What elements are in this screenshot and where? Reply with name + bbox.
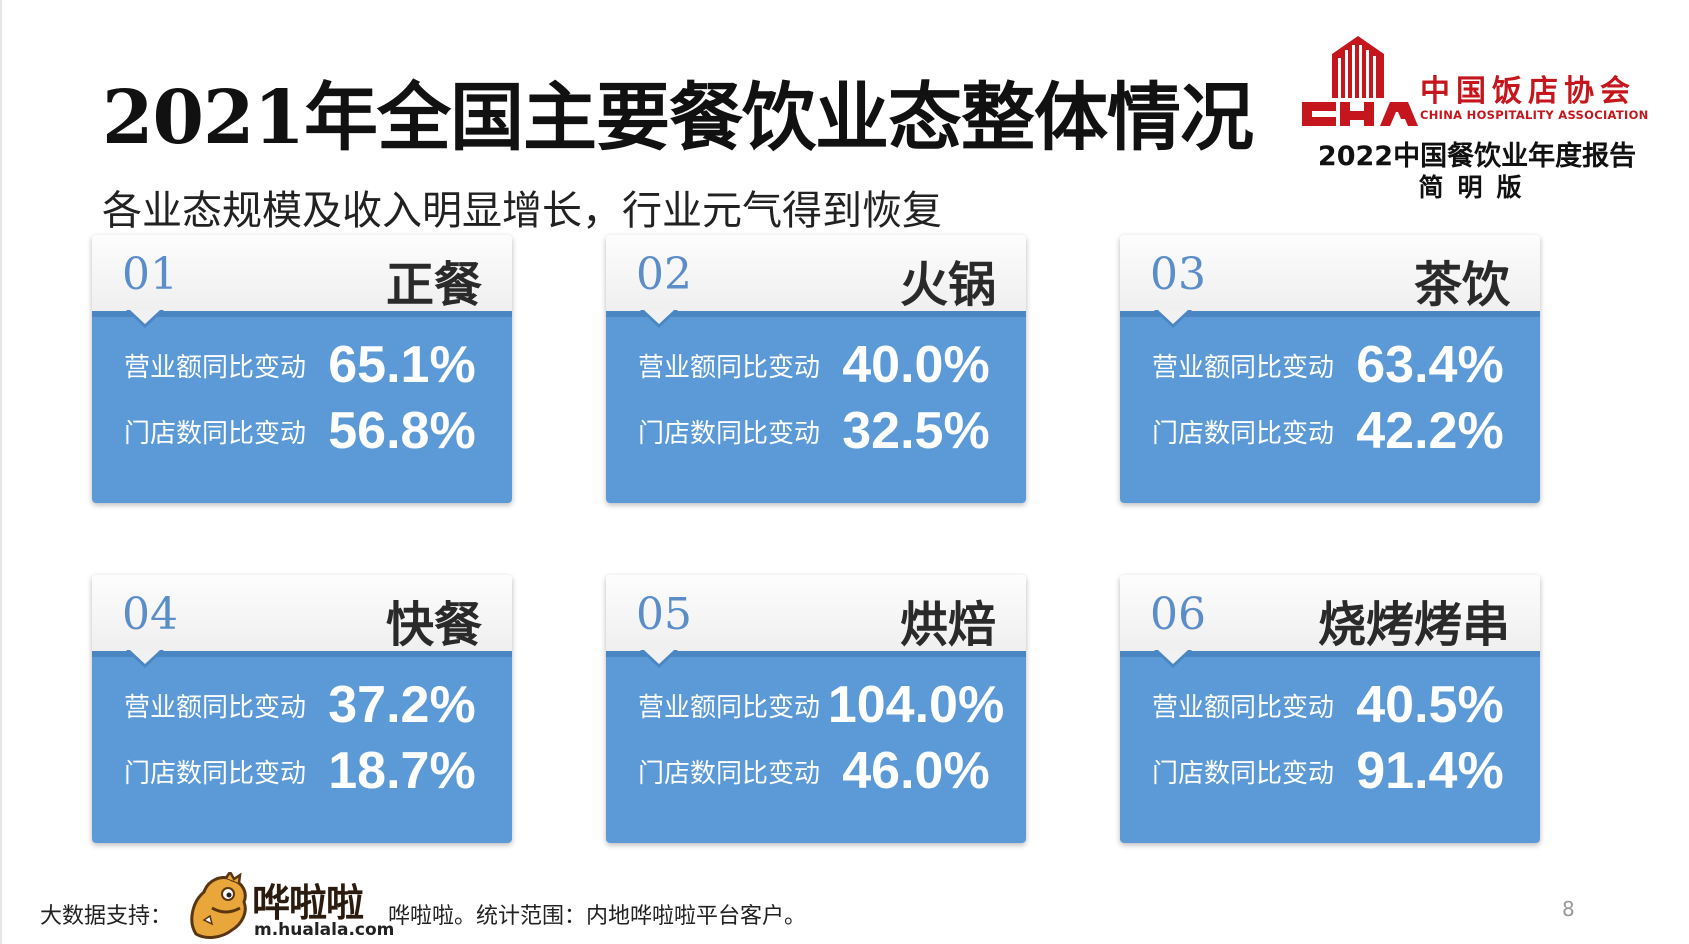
card-category-name: 烘焙 [899, 597, 996, 653]
store-change-label: 门店数同比变动 [124, 759, 307, 789]
revenue-change-label: 营业额同比变动 [124, 693, 307, 723]
card-number: 05 [636, 589, 692, 640]
category-card-03: 03 茶饮 营业额同比变动 63.4% 门店数同比变动 42.2% [1120, 235, 1540, 503]
card-number: 06 [1150, 589, 1206, 640]
category-card-04: 04 快餐 营业额同比变动 37.2% 门店数同比变动 18.7% [92, 575, 512, 843]
hualala-mascot-icon [190, 872, 247, 939]
card-header: 02 火锅 [606, 235, 1026, 313]
store-change-label: 门店数同比变动 [638, 419, 821, 449]
footer-note: 哗啦啦。统计范围：内地哗啦啦平台客户。 [388, 904, 807, 929]
association-name-en: CHINA HOSPITALITY ASSOCIATION [1420, 108, 1649, 122]
store-change-value: 32.5% [842, 402, 990, 460]
store-change-value: 91.4% [1356, 742, 1504, 800]
store-change-label: 门店数同比变动 [1152, 419, 1335, 449]
card-category-name: 正餐 [385, 257, 482, 313]
card-notch-inner [1158, 650, 1188, 664]
card-category-name: 快餐 [385, 597, 482, 653]
left-edge-divider [0, 0, 2, 944]
card-body: 营业额同比变动 104.0% 门店数同比变动 46.0% [606, 651, 1026, 843]
revenue-change-label: 营业额同比变动 [124, 353, 307, 383]
card-notch-inner [1158, 310, 1188, 324]
store-change-value: 42.2% [1356, 402, 1504, 460]
revenue-change-value: 40.5% [1356, 676, 1504, 734]
card-body: 营业额同比变动 37.2% 门店数同比变动 18.7% [92, 651, 512, 843]
card-number: 03 [1150, 249, 1206, 300]
card-body: 营业额同比变动 40.5% 门店数同比变动 91.4% [1120, 651, 1540, 843]
revenue-change-value: 40.0% [842, 336, 990, 394]
hualala-brand-url: m.hualala.com [254, 920, 395, 940]
report-title: 2022中国餐饮业年度报告 [1317, 141, 1637, 172]
category-card-01: 01 正餐 营业额同比变动 65.1% 门店数同比变动 56.8% [92, 235, 512, 503]
association-name-cn: 中国饭店协会 [1420, 74, 1636, 109]
card-category-name: 烧烤烤串 [1317, 597, 1510, 653]
card-number: 01 [122, 249, 178, 300]
report-edition: 简明版 [1418, 173, 1536, 202]
revenue-change-label: 营业额同比变动 [1152, 353, 1335, 383]
card-category-name: 火锅 [899, 257, 996, 313]
revenue-change-value: 65.1% [328, 336, 476, 394]
store-change-value: 18.7% [328, 742, 476, 800]
card-header: 03 茶饮 [1120, 235, 1540, 313]
card-body: 营业额同比变动 65.1% 门店数同比变动 56.8% [92, 311, 512, 503]
store-change-value: 46.0% [842, 742, 990, 800]
hualala-brand-name: 哗啦啦 [252, 881, 364, 925]
card-header: 05 烘焙 [606, 575, 1026, 653]
association-logo: 中国饭店协会 CHINA HOSPITALITY ASSOCIATION 202… [1300, 36, 1648, 206]
card-header: 06 烧烤烤串 [1120, 575, 1540, 653]
category-card-05: 05 烘焙 营业额同比变动 104.0% 门店数同比变动 46.0% [606, 575, 1026, 843]
store-change-label: 门店数同比变动 [124, 419, 307, 449]
revenue-change-value: 37.2% [328, 676, 476, 734]
page-number: 8 [1562, 897, 1575, 921]
card-number: 02 [636, 249, 692, 300]
revenue-change-label: 营业额同比变动 [1152, 693, 1335, 723]
card-body: 营业额同比变动 40.0% 门店数同比变动 32.5% [606, 311, 1026, 503]
card-notch-inner [644, 650, 674, 664]
card-notch-inner [644, 310, 674, 324]
data-support-label: 大数据支持： [40, 904, 173, 929]
card-notch-inner [130, 310, 160, 324]
revenue-change-label: 营业额同比变动 [638, 353, 821, 383]
revenue-change-label: 营业额同比变动 [638, 693, 821, 723]
store-change-value: 56.8% [328, 402, 476, 460]
card-body: 营业额同比变动 63.4% 门店数同比变动 42.2% [1120, 311, 1540, 503]
store-change-label: 门店数同比变动 [638, 759, 821, 789]
category-card-02: 02 火锅 营业额同比变动 40.0% 门店数同比变动 32.5% [606, 235, 1026, 503]
page-title: 2021年全国主要餐饮业态整体情况 [102, 75, 1254, 161]
page-subtitle: 各业态规模及收入明显增长，行业元气得到恢复 [102, 188, 942, 234]
card-header: 04 快餐 [92, 575, 512, 653]
category-card-06: 06 烧烤烤串 营业额同比变动 40.5% 门店数同比变动 91.4% [1120, 575, 1540, 843]
revenue-change-value: 63.4% [1356, 336, 1504, 394]
card-category-name: 茶饮 [1413, 257, 1510, 313]
revenue-change-value: 104.0% [827, 676, 1005, 734]
card-notch-inner [130, 650, 160, 664]
card-number: 04 [122, 589, 178, 640]
cha-building-logo-icon [1302, 36, 1418, 126]
card-header: 01 正餐 [92, 235, 512, 313]
store-change-label: 门店数同比变动 [1152, 759, 1335, 789]
